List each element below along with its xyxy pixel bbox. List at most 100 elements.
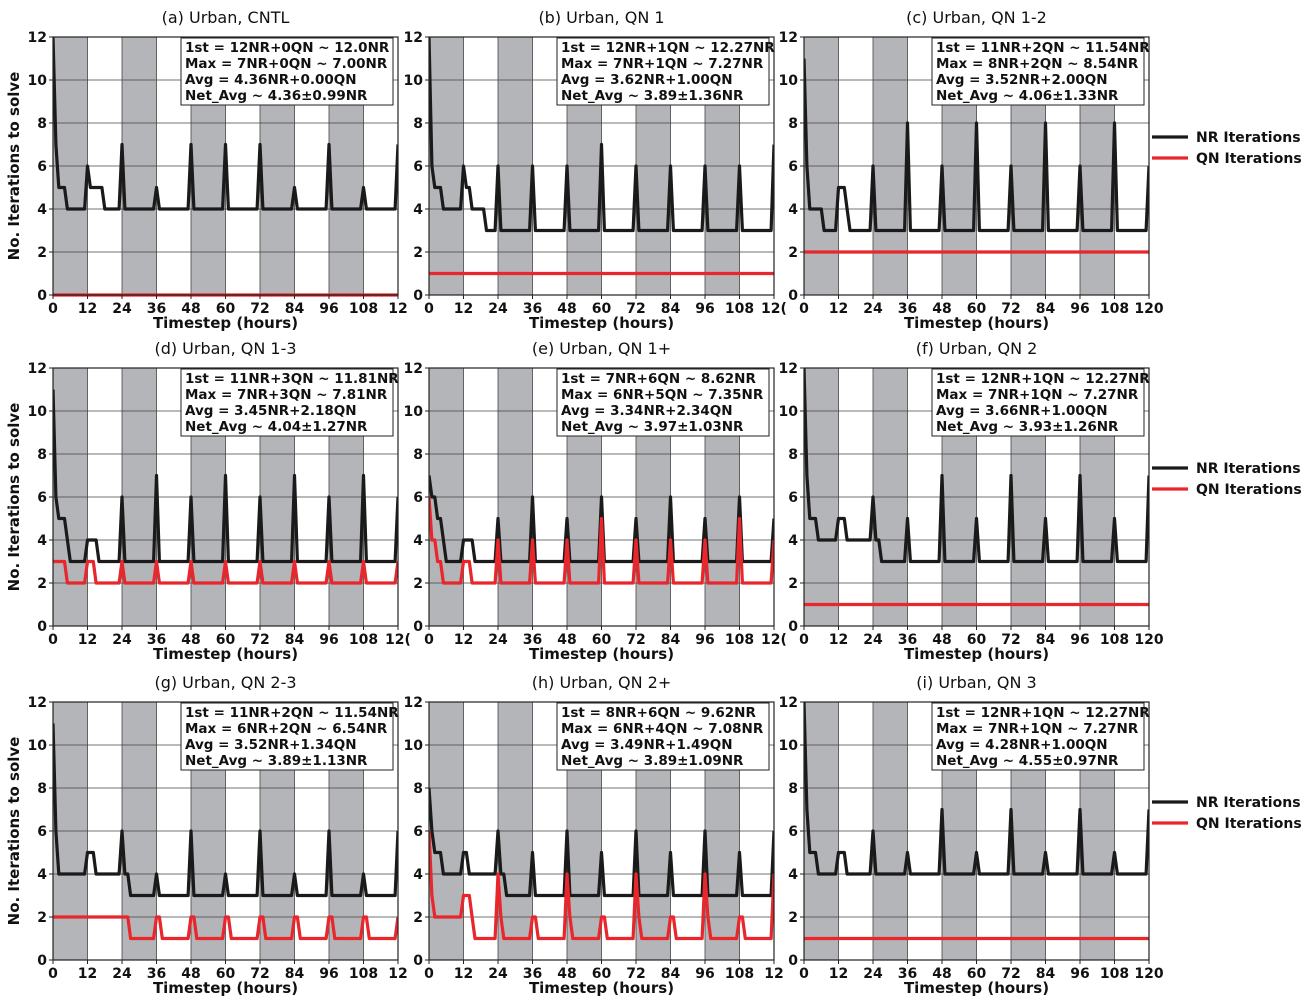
y-tick-label: 10 bbox=[404, 404, 424, 420]
x-tick-label: 12( bbox=[761, 632, 787, 648]
y-tick-label: 2 bbox=[413, 910, 423, 926]
x-tick-label: 108 bbox=[1100, 632, 1129, 648]
stats-box bbox=[556, 702, 770, 771]
x-tick-label: 12 bbox=[829, 301, 848, 317]
stats-box bbox=[180, 702, 394, 771]
x-tick-label: 108 bbox=[1100, 966, 1129, 982]
y-tick-label: 10 bbox=[28, 73, 48, 89]
x-tick-label: 84 bbox=[285, 632, 305, 648]
x-tick-label: 108 bbox=[725, 966, 754, 982]
x-tick-label: 36 bbox=[523, 301, 542, 317]
y-tick-label: 2 bbox=[413, 245, 423, 261]
x-tick-label: 36 bbox=[523, 632, 542, 648]
x-axis-label: Timestep (hours) bbox=[904, 979, 1049, 997]
x-axis-label: Timestep (hours) bbox=[904, 645, 1049, 663]
stats-line: Max = 7NR+1QN ~ 7.27NR bbox=[936, 721, 1139, 737]
nr-series-line bbox=[429, 475, 774, 564]
x-tick-label: 24 bbox=[488, 301, 508, 317]
x-tick-label: 72 bbox=[1001, 301, 1020, 317]
x-tick-label: 96 bbox=[695, 632, 714, 648]
panel-title: (f) Urban, QN 2 bbox=[916, 339, 1038, 358]
x-tick-label: 0 bbox=[48, 301, 58, 317]
stats-line: Max = 7NR+3QN ~ 7.81NR bbox=[185, 387, 388, 403]
stats-line: Net_Avg ~ 4.04±1.27NR bbox=[185, 419, 368, 435]
y-tick-label: 2 bbox=[37, 576, 47, 592]
y-tick-label: 12 bbox=[779, 30, 798, 46]
x-tick-label: 108 bbox=[1100, 301, 1129, 317]
y-tick-label: 8 bbox=[37, 447, 47, 463]
stats-line: 1st = 11NR+2QN ~ 11.54NR bbox=[185, 705, 399, 721]
y-axis-label: No. Iterations to solve bbox=[5, 72, 23, 261]
y-tick-label: 4 bbox=[413, 867, 423, 883]
nr-series-line bbox=[804, 367, 1149, 564]
x-tick-label: 0 bbox=[48, 632, 58, 648]
x-tick-label: 24 bbox=[863, 632, 883, 648]
y-tick-label: 0 bbox=[413, 953, 423, 969]
y-tick-label: 2 bbox=[788, 910, 798, 926]
y-tick-label: 8 bbox=[788, 116, 798, 132]
stats-line: 1st = 11NR+2QN ~ 11.54NR bbox=[936, 40, 1150, 56]
x-tick-label: 72 bbox=[250, 966, 269, 982]
stats-line: Avg = 3.34NR+2.34QN bbox=[561, 403, 733, 419]
y-tick-label: 2 bbox=[37, 910, 47, 926]
y-tick-label: 10 bbox=[28, 738, 48, 754]
x-tick-label: 60 bbox=[216, 301, 236, 317]
y-tick-label: 2 bbox=[413, 576, 423, 592]
panel-title: (d) Urban, QN 1-3 bbox=[154, 339, 296, 358]
stats-line: Avg = 4.28NR+1.00QN bbox=[936, 737, 1108, 753]
x-tick-label: 12 bbox=[388, 966, 407, 982]
x-tick-label: 60 bbox=[592, 301, 612, 317]
stats-box bbox=[556, 368, 770, 437]
panel-title: (h) Urban, QN 2+ bbox=[532, 673, 672, 692]
stats-line: Net_Avg ~ 4.36±0.99NR bbox=[185, 88, 368, 104]
x-tick-label: 96 bbox=[1070, 301, 1089, 317]
x-tick-label: 108 bbox=[349, 632, 378, 648]
x-tick-label: 12 bbox=[454, 632, 473, 648]
stats-line: Net_Avg ~ 3.89±1.09NR bbox=[561, 753, 744, 769]
x-tick-label: 36 bbox=[898, 966, 917, 982]
stats-line: Max = 6NR+2QN ~ 6.54NR bbox=[185, 721, 388, 737]
x-tick-label: 0 bbox=[424, 632, 434, 648]
y-tick-label: 0 bbox=[37, 953, 47, 969]
x-tick-label: 24 bbox=[863, 301, 883, 317]
x-tick-label: 0 bbox=[424, 301, 434, 317]
x-tick-label: 36 bbox=[898, 301, 917, 317]
stats-line: Avg = 3.49NR+1.49QN bbox=[561, 737, 733, 753]
stats-line: Avg = 4.36NR+0.00QN bbox=[185, 72, 357, 88]
x-tick-label: 12 bbox=[454, 966, 473, 982]
y-tick-label: 6 bbox=[788, 159, 798, 175]
x-tick-label: 120 bbox=[1134, 632, 1163, 648]
nr-series-line bbox=[804, 701, 1149, 876]
x-tick-label: 72 bbox=[1001, 632, 1020, 648]
x-tick-label: 84 bbox=[661, 632, 681, 648]
legend: NR Iterations QN Iterations bbox=[1152, 130, 1302, 167]
x-tick-label: 120 bbox=[1134, 301, 1163, 317]
legend: NR Iterations QN Iterations bbox=[1152, 795, 1302, 832]
x-tick-label: 48 bbox=[557, 301, 576, 317]
x-tick-label: 0 bbox=[799, 632, 809, 648]
stats-line: Net_Avg ~ 3.97±1.03NR bbox=[561, 419, 744, 435]
x-tick-label: 12 bbox=[829, 632, 848, 648]
stats-line: Net_Avg ~ 3.89±1.13NR bbox=[185, 753, 368, 769]
stats-box bbox=[931, 37, 1145, 106]
legend-label: QN Iterations bbox=[1196, 482, 1302, 498]
y-tick-label: 4 bbox=[37, 867, 47, 883]
nr-series-line bbox=[53, 389, 398, 564]
x-tick-label: 60 bbox=[967, 632, 987, 648]
nr-series-line bbox=[53, 36, 398, 211]
x-tick-label: 12( bbox=[385, 632, 411, 648]
stats-line: Max = 8NR+2QN ~ 8.54NR bbox=[936, 56, 1139, 72]
y-tick-label: 8 bbox=[413, 116, 423, 132]
y-tick-label: 4 bbox=[788, 202, 798, 218]
stats-box bbox=[556, 37, 770, 106]
y-tick-label: 8 bbox=[788, 447, 798, 463]
y-tick-label: 6 bbox=[788, 490, 798, 506]
x-tick-label: 12 bbox=[78, 301, 97, 317]
y-tick-label: 12 bbox=[404, 30, 423, 46]
panel-title: (c) Urban, QN 1-2 bbox=[906, 8, 1047, 27]
